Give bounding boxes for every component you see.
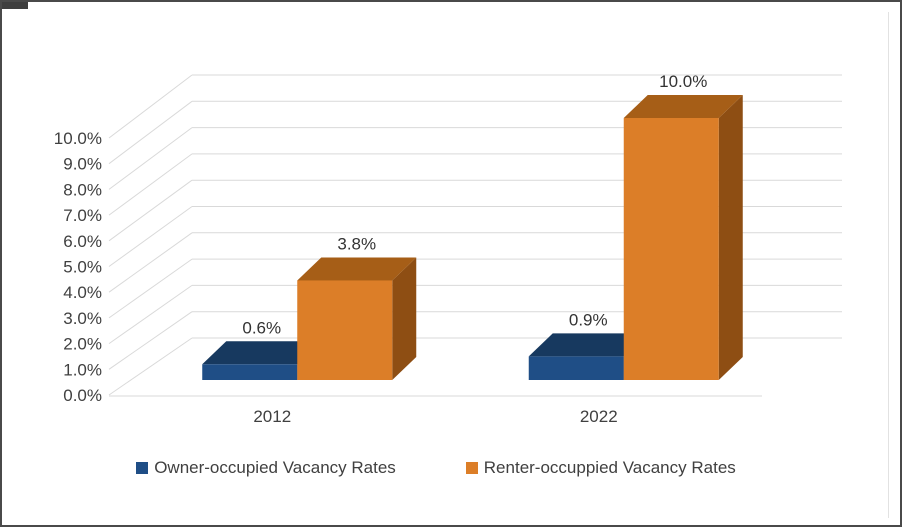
gridline-slant <box>108 232 193 293</box>
y-tick-label: 10.0% <box>54 129 102 148</box>
bar-side-face <box>392 257 417 380</box>
legend-label: Owner-occupied Vacancy Rates <box>154 458 396 477</box>
y-tick-label: 4.0% <box>63 283 102 302</box>
gridline-slant <box>108 179 193 242</box>
legend-swatch-icon <box>465 462 478 474</box>
y-tick-label: 2.0% <box>63 335 102 354</box>
bar-front-face <box>623 118 719 380</box>
bar-front-face <box>202 364 298 380</box>
bar-top-face <box>528 333 648 357</box>
legend-item: Owner-occupied Vacancy Rates <box>136 458 396 478</box>
bar-top-face <box>623 95 743 118</box>
category-label: 2022 <box>580 407 618 426</box>
bar-2022-s1 <box>623 95 743 380</box>
corner-artifact <box>2 2 28 9</box>
bars <box>202 95 743 380</box>
legend-item: Renter-occuppied Vacancy Rates <box>465 458 736 478</box>
gridline-slant <box>108 337 193 396</box>
gridline-slant <box>108 206 193 267</box>
y-tick-label: 3.0% <box>63 309 102 328</box>
gridline-slant <box>108 284 193 345</box>
gridline-slant <box>108 74 193 139</box>
legend-label: Renter-occuppied Vacancy Rates <box>483 458 736 477</box>
gridline-slant <box>108 258 193 319</box>
legend: Owner-occupied Vacancy Rates Renter-occup… <box>2 458 870 478</box>
category-label: 2012 <box>253 407 291 426</box>
gridline-slant <box>108 311 193 370</box>
category-labels: 2012 2022 <box>253 407 617 426</box>
gridline-slant <box>108 127 193 190</box>
y-tick-label: 6.0% <box>63 232 102 251</box>
data-label: 3.8% <box>337 234 376 253</box>
y-tick-label: 9.0% <box>63 155 102 174</box>
y-axis-labels: 0.0% 1.0% 2.0% 3.0% 4.0% 5.0% 6.0% 7.0% 8.0% 9.0%… <box>54 129 102 405</box>
y-tick-label: 0.0% <box>63 386 102 405</box>
y-tick-label: 5.0% <box>63 258 102 277</box>
y-tick-label: 8.0% <box>63 180 102 199</box>
data-label: 10.0% <box>659 72 707 91</box>
data-label: 0.6% <box>242 318 281 337</box>
gridline-slant <box>108 153 193 216</box>
bar-top-face <box>297 257 417 281</box>
bar-side-face <box>718 95 743 380</box>
bar-front-face <box>297 280 393 380</box>
bar-front-face <box>528 356 624 380</box>
data-labels: 0.6% 3.8% 0.9% 10.0% <box>242 72 707 337</box>
bar-2012-s1 <box>297 257 417 380</box>
y-tick-label: 7.0% <box>63 206 102 225</box>
legend-swatch-icon <box>136 462 149 474</box>
data-label: 0.9% <box>569 310 608 329</box>
bar-top-face <box>202 341 322 365</box>
gridline-slant <box>108 100 193 165</box>
y-tick-label: 1.0% <box>63 360 102 379</box>
